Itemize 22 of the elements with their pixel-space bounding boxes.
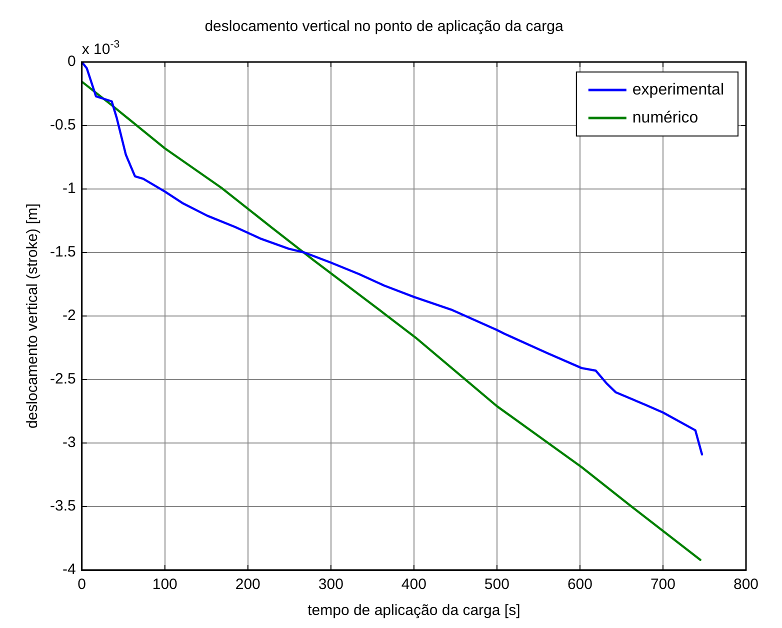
x-tick-label: 400 xyxy=(401,576,426,594)
y-tick-label: -2 xyxy=(62,307,76,324)
chart-title: deslocamento vertical no ponto de aplicação da carga xyxy=(204,18,564,36)
x-tick-label: 100 xyxy=(152,576,178,594)
y-tick-label: -3.5 xyxy=(50,498,76,515)
x-axis-title: tempo de aplicação da carga [s] xyxy=(308,602,520,620)
y-axis-title: deslocamento vertical (stroke) [m] xyxy=(24,203,42,429)
y-tick-label: -4 xyxy=(62,561,76,578)
x-tick-label: 300 xyxy=(318,576,344,594)
x-tick-label: 800 xyxy=(733,576,759,594)
x-tick-label: 700 xyxy=(650,576,676,594)
x-tick-label: 200 xyxy=(235,576,260,594)
y-tick-label: -1 xyxy=(62,180,76,198)
y-tick-label: -0.5 xyxy=(50,116,76,134)
x-tick-label: 600 xyxy=(567,576,592,594)
legend-label: numérico xyxy=(632,109,698,126)
x-tick-label: 500 xyxy=(484,576,510,594)
legend-label: experimental xyxy=(632,81,724,98)
y-tick-label: -3 xyxy=(62,434,76,452)
y-tick-label: -1.5 xyxy=(50,244,76,261)
y-tick-label: -2.5 xyxy=(50,370,76,388)
y-tick-label: 0 xyxy=(68,53,76,70)
